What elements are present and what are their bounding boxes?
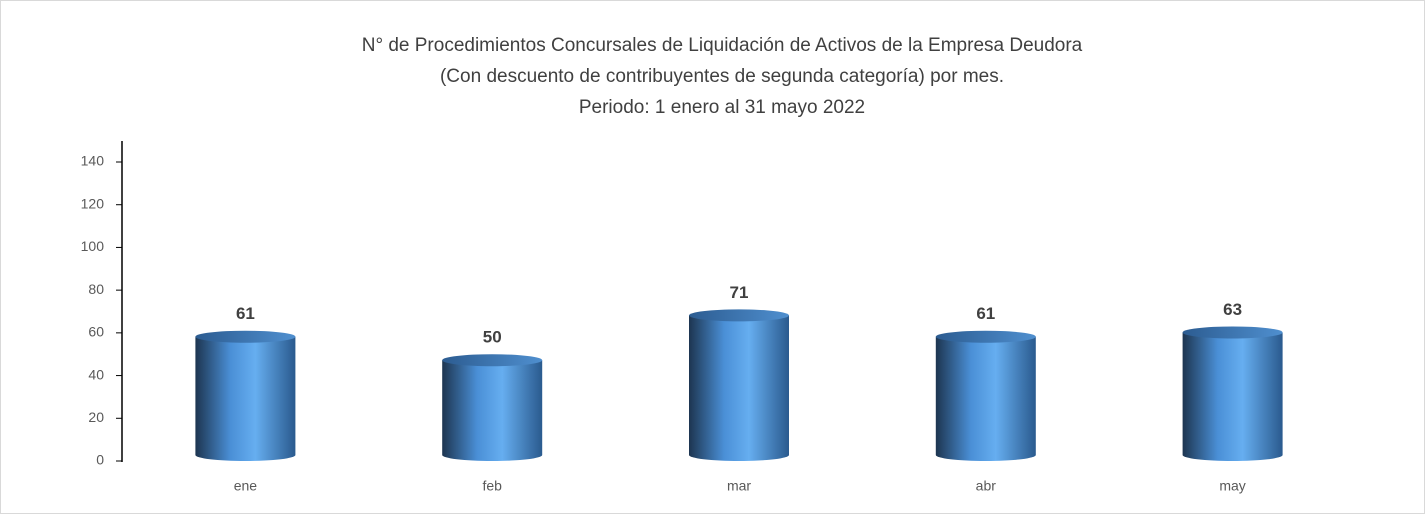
value-label: 61	[976, 304, 995, 323]
x-tick-label: ene	[234, 478, 258, 494]
bar	[1182, 332, 1283, 461]
bar	[689, 315, 789, 461]
y-tick-label: 0	[96, 452, 104, 468]
value-label: 61	[236, 304, 255, 323]
bar-top	[689, 309, 789, 322]
y-tick-label: 40	[88, 366, 104, 382]
chart-title: (Con descuento de contribuyentes de segu…	[440, 66, 1004, 87]
bar-top	[935, 330, 1036, 343]
y-tick-label: 20	[88, 409, 104, 425]
bar-top	[442, 354, 543, 367]
chart-title: N° de Procedimientos Concursales de Liqu…	[362, 35, 1083, 56]
y-tick-label: 140	[81, 153, 105, 169]
bar	[935, 336, 1036, 462]
x-tick-label: feb	[482, 478, 502, 494]
bar-top	[195, 330, 296, 343]
chart-title: Periodo: 1 enero al 31 mayo 2022	[579, 97, 865, 118]
bar	[442, 360, 543, 461]
x-tick-label: may	[1219, 478, 1245, 494]
y-tick-label: 100	[81, 238, 105, 254]
value-label: 71	[730, 283, 749, 302]
y-tick-label: 80	[88, 281, 104, 297]
x-tick-label: mar	[727, 478, 751, 494]
value-label: 50	[483, 328, 502, 347]
x-tick-label: abr	[976, 478, 997, 494]
value-label: 63	[1223, 300, 1242, 319]
bar	[195, 336, 296, 461]
y-tick-label: 60	[88, 324, 104, 340]
y-tick-label: 120	[81, 195, 105, 211]
bar-top	[1182, 326, 1283, 339]
